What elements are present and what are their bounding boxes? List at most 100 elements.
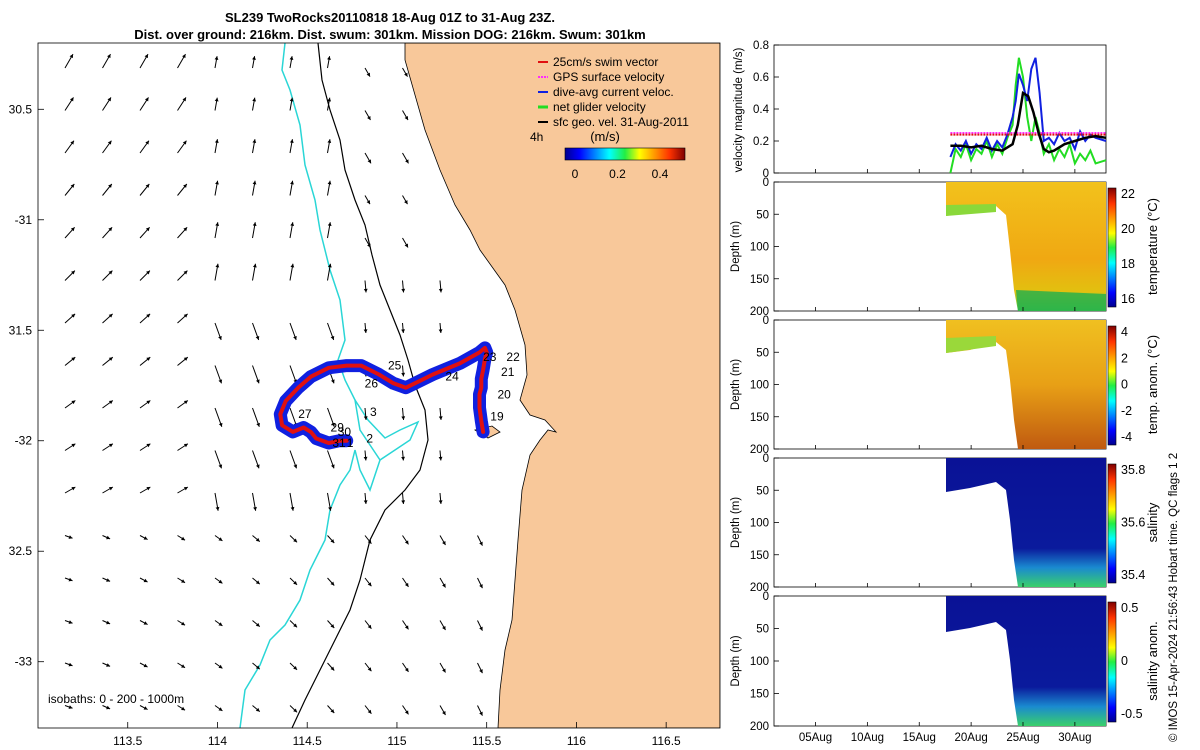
- velocity-arrowhead: [145, 140, 149, 145]
- depth-tick-label: 100: [750, 518, 769, 530]
- velocity-arrowhead: [404, 243, 408, 248]
- velocity-arrowhead: [143, 706, 148, 710]
- colorbar-title: temp. anom. (°C): [1145, 335, 1160, 434]
- salinity-field: [946, 458, 1106, 587]
- velocity-arrowhead: [330, 335, 335, 340]
- track-day-label: 30: [338, 425, 352, 439]
- velocity-arrowhead: [144, 54, 148, 59]
- profile-colorbar: [1107, 325, 1117, 446]
- velocity-arrowhead: [327, 263, 332, 268]
- velocity-arrowhead: [442, 626, 446, 631]
- depth-tick-label: 150: [750, 689, 769, 701]
- colorbar-tick-label: 4: [1121, 325, 1128, 339]
- map-xtick-label: 115: [387, 734, 406, 748]
- velocity-arrowhead: [146, 313, 151, 318]
- temp-anomaly-field: [946, 320, 1106, 449]
- velocity-arrowhead: [442, 541, 446, 546]
- isobath-label: isobaths: 0 - 200 - 1000m: [48, 692, 184, 706]
- velocity-arrowhead: [143, 663, 148, 668]
- colorbar-tick-label: 18: [1121, 257, 1135, 271]
- track-day-label: 3: [370, 405, 377, 419]
- velocity-arrowhead: [71, 270, 75, 275]
- title-line-2: Dist. over ground: 216km. Dist. swum: 30…: [134, 27, 646, 42]
- depth-tick-label: 100: [750, 380, 769, 392]
- velocity-arrowhead: [181, 621, 186, 626]
- velocity-ytick-label: 0.2: [753, 136, 769, 148]
- velocity-arrowhead: [255, 464, 260, 469]
- velocity-arrowhead: [146, 487, 151, 491]
- velocity-arrowhead: [214, 56, 219, 60]
- velocity-arrowhead: [404, 116, 408, 121]
- velocity-arrowhead: [404, 72, 408, 77]
- velocity-arrowhead: [330, 624, 335, 629]
- velocity-series-line: [949, 57, 1107, 174]
- velocity-arrowhead: [107, 54, 111, 59]
- date-tick-label: 20Aug: [954, 732, 987, 744]
- velocity-arrowhead: [70, 227, 75, 232]
- velocity-arrowhead: [290, 180, 294, 185]
- colorbar-tick-label: -2: [1121, 404, 1132, 418]
- velocity-arrowhead: [182, 54, 186, 59]
- velocity-arrowhead: [252, 222, 257, 227]
- velocity-arrowhead: [183, 400, 188, 405]
- colorbar-title: salinity: [1145, 502, 1160, 542]
- velocity-arrowhead: [330, 539, 335, 544]
- velocity-arrowhead: [290, 506, 295, 511]
- velocity-arrowhead: [68, 535, 73, 539]
- colorbar-label: (m/s): [590, 129, 620, 144]
- velocity-arrowhead: [71, 313, 76, 318]
- velocity-arrowhead: [218, 379, 223, 384]
- velocity-arrowhead: [330, 379, 335, 384]
- velocity-arrowhead: [107, 97, 111, 102]
- temperature-cold-surface: [946, 204, 996, 216]
- colorbar-tick-label: 35.6: [1121, 516, 1145, 530]
- velocity-ytick-label: 0.8: [753, 40, 769, 52]
- depth-ylabel: Depth (m): [730, 359, 742, 410]
- depth-tick-label: 0: [763, 591, 769, 603]
- map-ytick-label: 31.5: [9, 323, 33, 337]
- velocity-arrowhead: [404, 710, 409, 715]
- velocity-arrowhead: [218, 422, 223, 427]
- velocity-arrowhead: [255, 665, 260, 670]
- map-ytick-label: -31: [15, 213, 33, 227]
- time-marker: 4h: [530, 130, 543, 144]
- swim-vector-track: [278, 345, 489, 445]
- legend-label: sfc geo. vel. 31-Aug-2011: [553, 115, 689, 129]
- velocity-arrowhead: [401, 500, 406, 504]
- depth-tick-label: 100: [750, 656, 769, 668]
- velocity-arrowhead: [255, 580, 260, 585]
- velocity-arrowhead: [146, 270, 150, 275]
- profile-colorbar: [1107, 187, 1117, 308]
- velocity-arrowhead: [182, 140, 187, 145]
- velocity-arrowhead: [108, 443, 113, 448]
- depth-tick-label: 100: [750, 242, 769, 254]
- velocity-arrowhead: [289, 139, 294, 144]
- velocity-arrowhead: [367, 243, 371, 248]
- date-tick-label: 05Aug: [799, 732, 832, 744]
- depth-tick-label: 200: [750, 582, 769, 594]
- velocity-arrowhead: [183, 183, 187, 188]
- velocity-arrowhead: [363, 456, 368, 461]
- map-ytick-label: 30.5: [9, 102, 33, 116]
- velocity-arrowhead: [252, 139, 257, 144]
- velocity-arrowhead: [108, 270, 113, 275]
- velocity-arrowhead: [69, 97, 74, 102]
- velocity-arrowhead: [479, 584, 483, 589]
- velocity-arrowhead: [183, 227, 188, 232]
- colorbar-tick-label: 0: [1121, 654, 1128, 668]
- velocity-arrowhead: [293, 464, 298, 469]
- velocity-arrowhead: [327, 180, 332, 185]
- velocity-arrowhead: [252, 56, 256, 60]
- velocity-arrowhead: [144, 97, 149, 102]
- map-xtick-label: 116.5: [652, 734, 681, 748]
- depth-tick-label: 50: [756, 624, 769, 636]
- velocity-arrowhead: [293, 335, 297, 340]
- velocity-arrowhead: [182, 97, 186, 102]
- velocity-arrowhead: [367, 116, 371, 121]
- colorbar-tick-label: 22: [1121, 187, 1135, 201]
- velocity-arrowhead: [143, 621, 148, 625]
- velocity-arrowhead: [479, 669, 483, 674]
- velocity-arrowhead: [401, 329, 405, 333]
